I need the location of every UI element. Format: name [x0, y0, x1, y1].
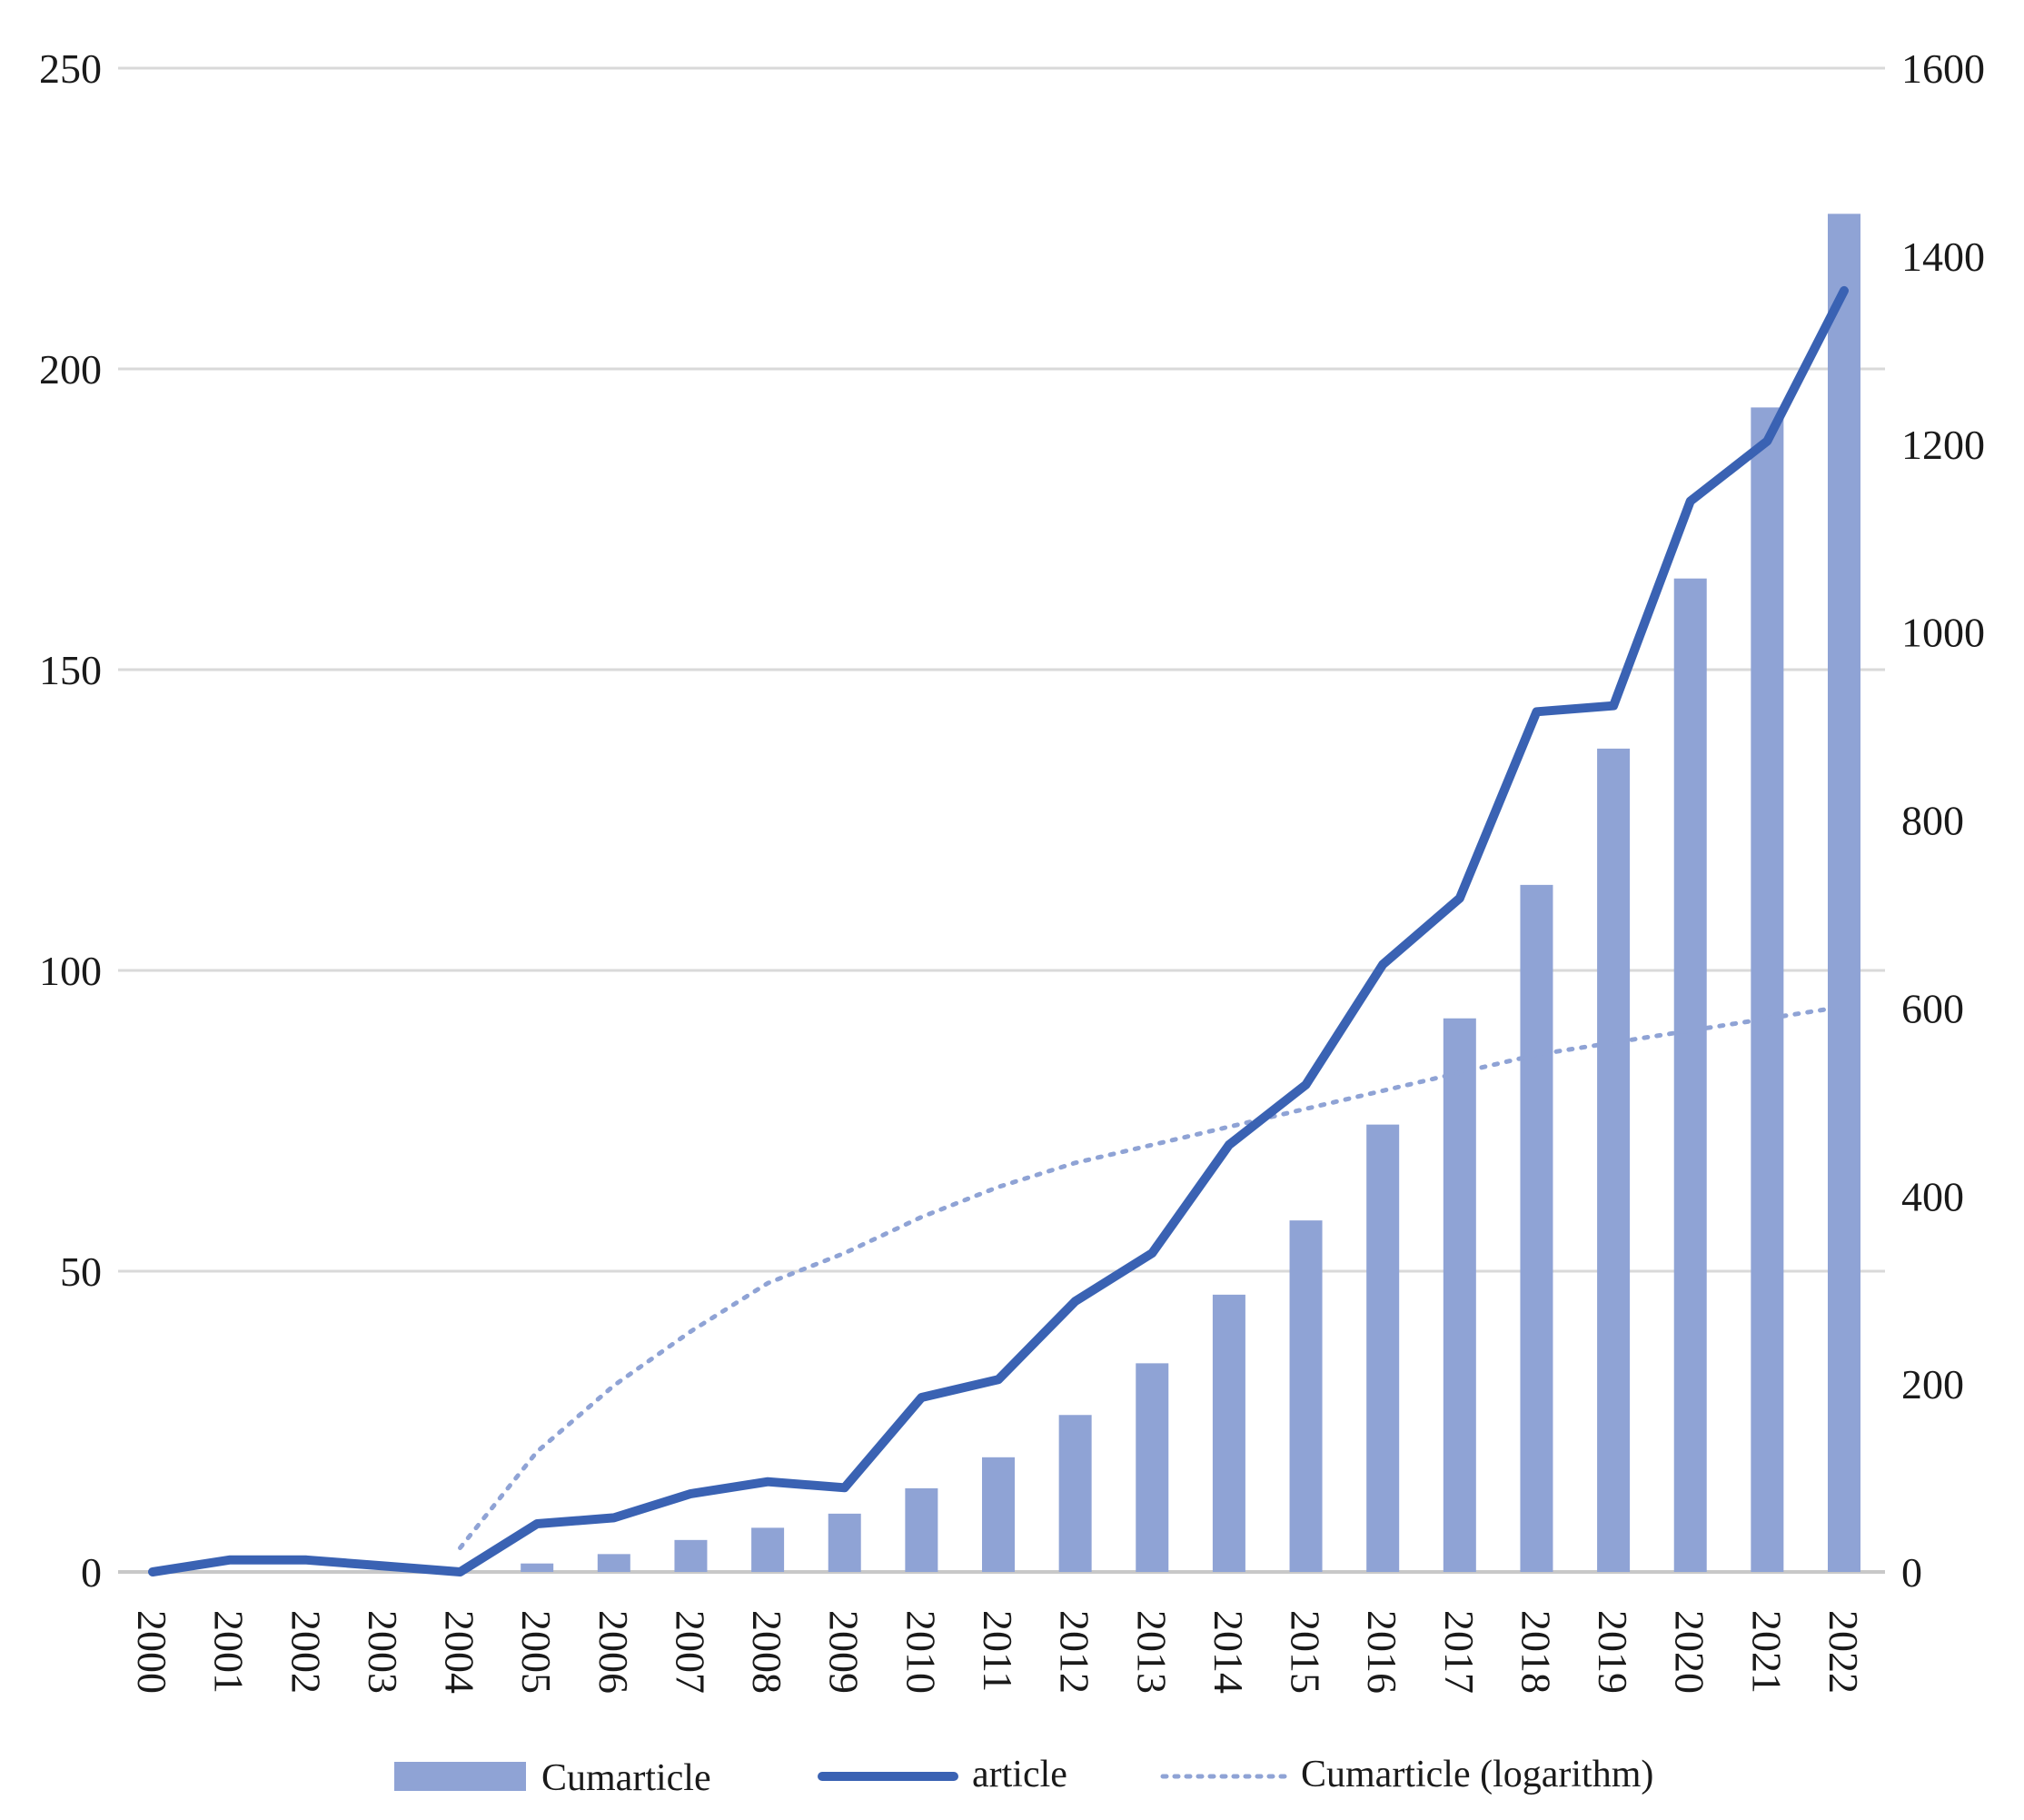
legend-swatch-cumarticle — [394, 1762, 526, 1791]
left-tick-label: 250 — [39, 45, 102, 92]
bar — [1597, 748, 1631, 1572]
trend-line-cumarticle-log — [458, 1004, 1847, 1550]
x-tick-label: 2019 — [1590, 1610, 1636, 1694]
left-tick-label: 100 — [39, 948, 102, 994]
bar — [1058, 1415, 1092, 1572]
right-tick-label: 200 — [1901, 1361, 1964, 1407]
right-tick-label: 600 — [1901, 985, 1964, 1031]
bar — [1443, 1018, 1476, 1572]
right-tick-label: 1200 — [1901, 422, 1985, 468]
x-tick-label: 2003 — [360, 1610, 406, 1694]
bar — [1289, 1220, 1323, 1572]
x-tick-label: 2018 — [1513, 1610, 1559, 1694]
left-tick-label: 0 — [81, 1549, 102, 1596]
bar — [521, 1563, 554, 1572]
x-tick-label: 2010 — [898, 1610, 944, 1694]
x-tick-label: 2015 — [1283, 1610, 1329, 1694]
x-tick-label: 2000 — [129, 1610, 175, 1694]
left-axis: 0 50 100 150 200 250 — [39, 45, 102, 1596]
legend: Cumarticle article Cumarticle (logarithm… — [394, 1754, 1653, 1799]
x-tick-label: 2009 — [821, 1610, 868, 1694]
bar — [751, 1527, 785, 1572]
bar — [1136, 1363, 1169, 1572]
right-axis: 0 200 400 600 800 1000 1200 1400 1600 — [1901, 45, 1985, 1596]
left-tick-label: 150 — [39, 647, 102, 693]
x-tick-label: 2020 — [1667, 1610, 1713, 1694]
x-tick-label: 2006 — [590, 1610, 637, 1694]
x-tick-label: 2012 — [1052, 1610, 1098, 1694]
left-tick-label: 200 — [39, 346, 102, 393]
right-tick-label: 400 — [1901, 1173, 1964, 1219]
x-tick-label: 2013 — [1128, 1610, 1175, 1694]
x-tick-label: 2017 — [1436, 1610, 1483, 1694]
x-tick-label: 2002 — [283, 1610, 329, 1694]
x-tick-label: 2001 — [206, 1610, 253, 1694]
bar — [905, 1487, 938, 1572]
x-tick-label: 2016 — [1359, 1610, 1405, 1694]
x-tick-label: 2011 — [975, 1610, 1021, 1692]
bar-series-cumarticle — [521, 214, 1860, 1572]
x-tick-label: 2004 — [437, 1610, 483, 1694]
bar — [597, 1554, 630, 1572]
bar — [674, 1539, 708, 1572]
bar — [1520, 884, 1553, 1572]
x-axis: 2000 2001 2002 2003 2004 2005 2006 2007 2008 2009… — [129, 1610, 1867, 1694]
bar — [1673, 578, 1707, 1572]
bar — [982, 1457, 1015, 1572]
bar — [1212, 1294, 1245, 1572]
gridlines — [118, 66, 1885, 1574]
x-tick-label: 2022 — [1821, 1610, 1867, 1694]
line-article — [148, 285, 1849, 1576]
right-tick-label: 0 — [1901, 1549, 1922, 1596]
bar — [828, 1513, 861, 1572]
right-tick-label: 1400 — [1901, 234, 1985, 280]
line-series — [148, 285, 1849, 1576]
bar — [1828, 214, 1860, 1572]
x-tick-label: 2014 — [1205, 1610, 1252, 1694]
x-tick-label: 2008 — [744, 1610, 790, 1694]
x-tick-label: 2007 — [667, 1610, 713, 1694]
right-tick-label: 1000 — [1901, 610, 1985, 656]
bar — [1366, 1124, 1400, 1572]
x-tick-label: 2021 — [1743, 1610, 1790, 1694]
right-tick-label: 1600 — [1901, 45, 1985, 92]
bar — [1751, 407, 1784, 1572]
left-tick-label: 50 — [60, 1248, 102, 1295]
legend-label-cumarticle: Cumarticle — [541, 1757, 711, 1799]
legend-label-article: article — [972, 1754, 1067, 1795]
right-tick-label: 800 — [1901, 798, 1964, 844]
x-tick-label: 2005 — [513, 1610, 560, 1694]
legend-label-cumarticle-log: Cumarticle (logarithm) — [1301, 1754, 1653, 1795]
